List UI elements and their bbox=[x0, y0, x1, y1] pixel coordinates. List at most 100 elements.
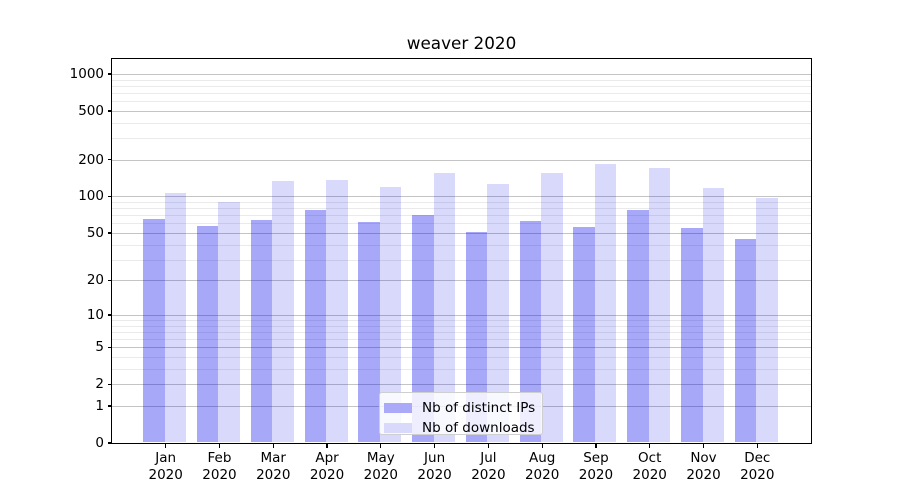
x-tick-sep bbox=[595, 443, 597, 448]
y-tick-label-0: 0 bbox=[95, 435, 104, 451]
x-tick-label-mar: Mar 2020 bbox=[256, 450, 291, 483]
x-tick-apr bbox=[326, 443, 328, 448]
bar-downloads-sep bbox=[594, 163, 617, 443]
gridline-major bbox=[112, 73, 811, 75]
gridline-minor bbox=[112, 79, 811, 81]
bar-distinct-ips-nov bbox=[681, 228, 703, 443]
x-tick-label-apr: Apr 2020 bbox=[309, 450, 345, 483]
x-tick-mar bbox=[272, 443, 274, 448]
x-tick-oct bbox=[649, 443, 651, 448]
y-tick-1000 bbox=[107, 73, 112, 75]
y-tick-label-50: 50 bbox=[86, 224, 104, 241]
y-tick-label-500: 500 bbox=[78, 102, 104, 119]
gridline-minor bbox=[112, 331, 811, 333]
legend-item-downloads: Nb of downloads bbox=[384, 418, 542, 438]
y-tick-label-200: 200 bbox=[78, 151, 104, 168]
gridline-major bbox=[112, 110, 811, 112]
y-tick-500 bbox=[107, 110, 112, 112]
x-tick-label-oct: Oct 2020 bbox=[632, 450, 667, 483]
gridline-minor bbox=[112, 85, 811, 87]
y-tick-1 bbox=[107, 405, 112, 407]
x-tick-label-may: May 2020 bbox=[363, 450, 398, 483]
x-tick-label-dec: Dec 2020 bbox=[740, 450, 775, 483]
chart-title: weaver 2020 bbox=[406, 33, 517, 53]
gridline-major bbox=[112, 196, 811, 198]
bar-downloads-feb bbox=[218, 201, 240, 443]
y-tick-label-1000: 1000 bbox=[69, 65, 104, 82]
bar-distinct-ips-jun bbox=[412, 214, 434, 443]
bar-downloads-nov bbox=[702, 187, 724, 443]
gridline-minor bbox=[112, 368, 811, 370]
bar-distinct-ips-sep bbox=[573, 226, 595, 443]
y-tick-20 bbox=[107, 279, 112, 281]
bar-downloads-aug bbox=[541, 173, 563, 443]
y-tick-2 bbox=[107, 383, 112, 385]
y-tick-0 bbox=[107, 442, 112, 444]
x-tick-label-jun: Jun 2020 bbox=[417, 450, 452, 483]
bar-downloads-may bbox=[379, 187, 402, 443]
x-tick-jan bbox=[165, 443, 167, 448]
gridline-major bbox=[112, 232, 811, 234]
x-tick-label-feb: Feb 2020 bbox=[202, 450, 237, 483]
bar-distinct-ips-apr bbox=[304, 210, 327, 443]
gridline-minor bbox=[112, 320, 811, 321]
x-tick-jul bbox=[487, 443, 490, 448]
bar-distinct-ips-feb bbox=[196, 225, 219, 443]
bar-downloads-jan bbox=[164, 193, 187, 443]
gridline-major bbox=[112, 314, 811, 316]
gridline-minor bbox=[112, 122, 811, 124]
gridline-minor bbox=[112, 92, 811, 94]
legend-swatch-distinct-ips bbox=[384, 403, 412, 413]
x-tick-feb bbox=[218, 443, 221, 448]
gridline-minor bbox=[112, 208, 811, 210]
x-tick-dec bbox=[756, 443, 758, 448]
legend-item-distinct-ips: Nb of distinct IPs bbox=[384, 398, 542, 418]
bar-distinct-ips-jul bbox=[465, 232, 488, 443]
gridline-minor bbox=[112, 339, 811, 341]
legend-label-distinct-ips: Nb of distinct IPs bbox=[422, 400, 536, 416]
legend-swatch-downloads bbox=[384, 423, 412, 433]
y-tick-label-2: 2 bbox=[95, 376, 104, 393]
bar-downloads-dec bbox=[756, 197, 778, 443]
bar-distinct-ips-jan bbox=[143, 218, 165, 443]
x-tick-aug bbox=[541, 443, 543, 448]
y-tick-label-1: 1 bbox=[95, 397, 104, 414]
y-tick-5 bbox=[107, 346, 112, 348]
gridline-minor bbox=[112, 202, 811, 204]
gridline-major bbox=[112, 159, 811, 161]
y-tick-label-10: 10 bbox=[86, 306, 104, 323]
legend: Nb of distinct IPs Nb of downloads bbox=[379, 392, 543, 438]
bar-distinct-ips-mar bbox=[250, 220, 273, 443]
gridline-minor bbox=[112, 101, 811, 103]
gridline-minor bbox=[112, 259, 811, 261]
y-tick-10 bbox=[107, 314, 112, 316]
x-tick-label-jan: Jan 2020 bbox=[148, 450, 183, 483]
gridline-major bbox=[112, 347, 811, 349]
gridline-minor bbox=[112, 357, 811, 359]
bar-distinct-ips-may bbox=[358, 222, 380, 443]
x-tick-nov bbox=[702, 443, 705, 448]
y-tick-50 bbox=[107, 232, 112, 234]
gridline-major bbox=[112, 384, 811, 386]
x-tick-label-sep: Sep 2020 bbox=[578, 450, 614, 483]
y-tick-100 bbox=[107, 195, 112, 198]
gridline-minor bbox=[112, 215, 811, 217]
bar-downloads-jul bbox=[487, 183, 509, 443]
bar-distinct-ips-oct bbox=[627, 210, 649, 443]
bar-downloads-apr bbox=[326, 180, 348, 443]
x-tick-label-nov: Nov 2020 bbox=[686, 450, 721, 483]
gridline-minor bbox=[112, 138, 811, 140]
gridline-minor bbox=[112, 223, 811, 225]
legend-label-downloads: Nb of downloads bbox=[422, 420, 535, 436]
gridline-minor bbox=[112, 244, 811, 246]
bar-downloads-mar bbox=[272, 180, 294, 443]
plot-area bbox=[111, 58, 812, 444]
gridline-major bbox=[112, 280, 811, 282]
x-tick-label-jul: Jul 2020 bbox=[471, 450, 506, 483]
y-tick-label-20: 20 bbox=[86, 272, 104, 289]
y-tick-label-100: 100 bbox=[78, 188, 104, 205]
bar-downloads-jun bbox=[433, 173, 456, 443]
x-tick-label-aug: Aug 2020 bbox=[524, 450, 560, 483]
x-tick-jun bbox=[433, 443, 436, 448]
